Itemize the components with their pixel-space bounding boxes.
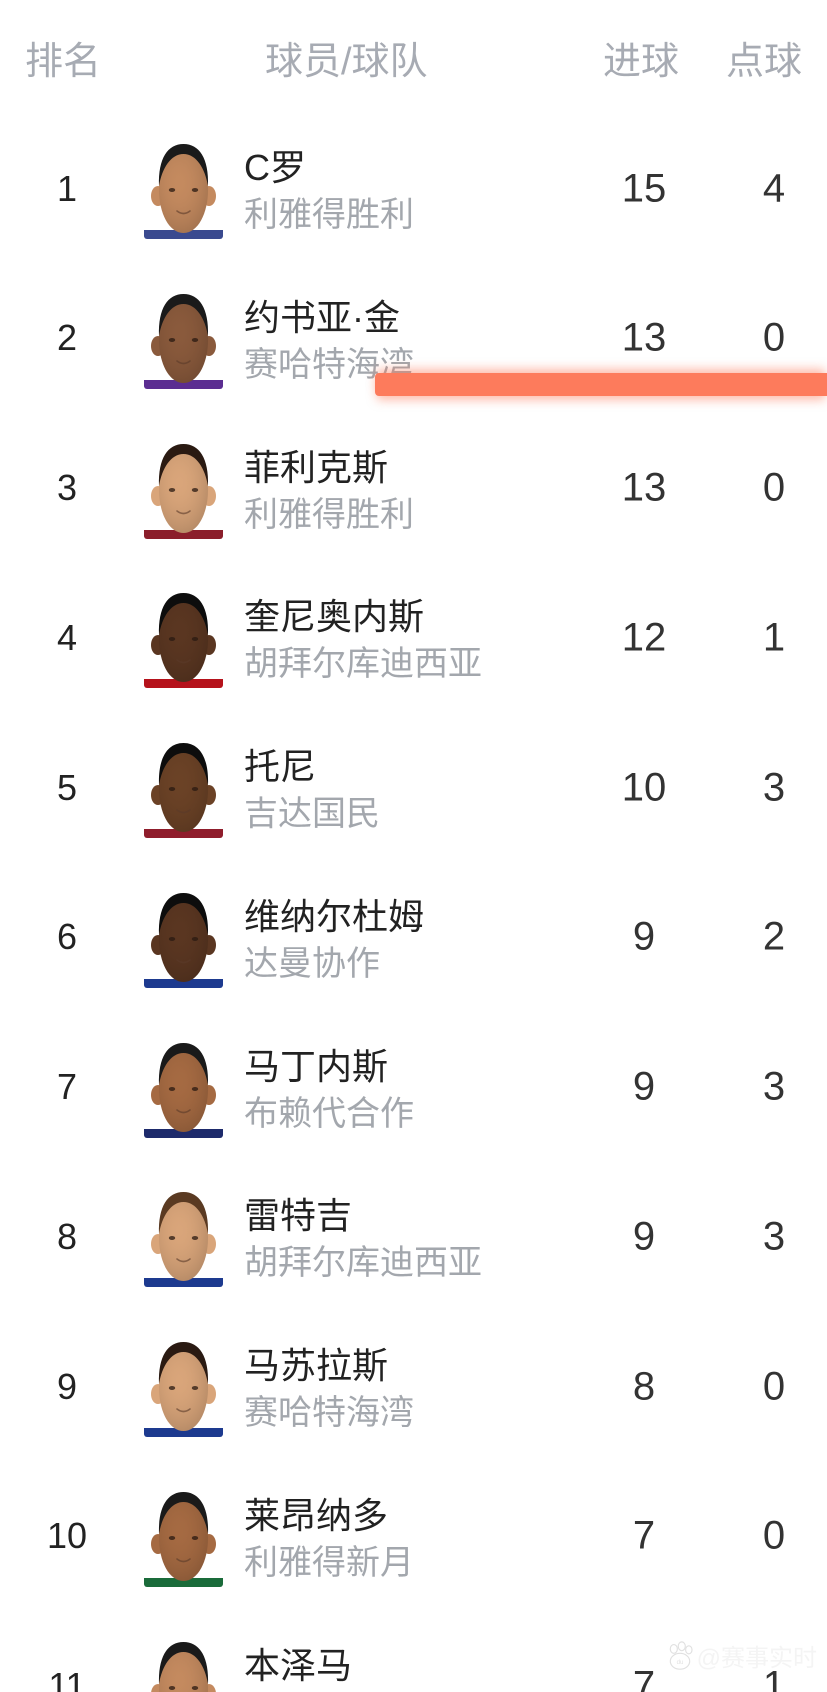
svg-text:du: du <box>676 1658 683 1665</box>
